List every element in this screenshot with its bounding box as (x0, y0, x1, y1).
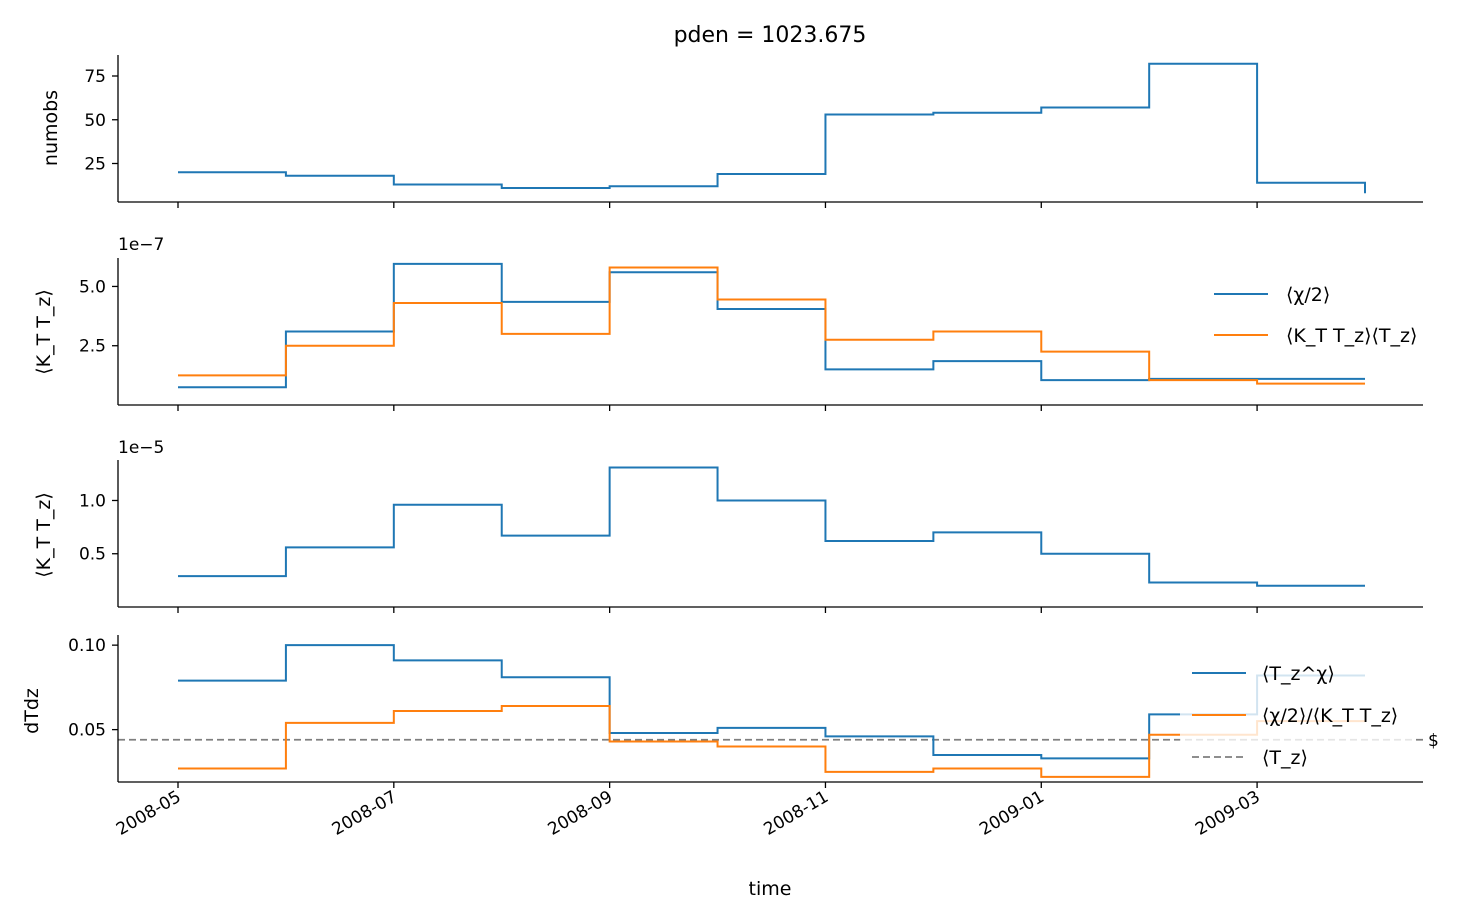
panel-2-series-0 (178, 262, 1365, 389)
x-axis-label: time (749, 878, 792, 900)
panel-3-ytick-label-1: 1.0 (79, 491, 106, 511)
panel-2-yticks: 2.5 5.0 (79, 277, 118, 357)
legend-label-chi-half: ⟨χ/2⟩ (1286, 284, 1330, 306)
panel-ktz-product: 2.5 5.0 1e−7 ⟨K_T T_z⟩ ⟨χ/2⟩ ⟨K_T T_z⟩⟨T_… (33, 235, 1423, 411)
edge-label: $ (1428, 731, 1439, 751)
figure-title: pden = 1023.675 (674, 23, 867, 48)
x-tick-label-0: 2008-05 (113, 787, 185, 840)
panel-2-scale-label: 1e−7 (118, 235, 164, 255)
panel-4-ylabel: dTdz (21, 688, 43, 734)
x-tick-label-4: 2009-01 (976, 787, 1048, 840)
panel-4-yticks: 0.05 0.10 (68, 636, 118, 741)
panel-4-ytick-label-0: 0.05 (68, 721, 106, 741)
panel-ktz: 0.5 1.0 1e−5 ⟨K_T T_z⟩ (33, 438, 1423, 613)
panel-3-ytick-label-0: 0.5 (79, 545, 106, 565)
panel-2-legend: ⟨χ/2⟩ ⟨K_T T_z⟩⟨T_z⟩ (1214, 284, 1417, 347)
legend-label-tz: ⟨T_z⟩ (1262, 747, 1308, 769)
panel-1-series-0 (178, 62, 1366, 194)
panel-3-series-0 (178, 466, 1365, 587)
panel-4-legend: ⟨T_z^χ⟩ ⟨χ/2⟩/⟨K_T T_z⟩ ⟨T_z⟩ (1192, 663, 1398, 769)
panel-1-ytick-label-1: 50 (84, 111, 106, 131)
panel-4-series-1 (178, 704, 1365, 778)
x-tick-label-2: 2008-09 (545, 787, 617, 840)
panel-2-ytick-label-0: 2.5 (79, 337, 106, 357)
panel-3-yticks: 0.5 1.0 (79, 491, 118, 565)
legend-label-ktz-tz: ⟨K_T T_z⟩⟨T_z⟩ (1286, 325, 1417, 347)
panel-3-xticks (177, 607, 1258, 613)
panel-3-scale-label: 1e−5 (118, 438, 164, 458)
x-tick-label-1: 2008-07 (329, 787, 401, 840)
panel-4-ytick-label-1: 0.10 (68, 636, 106, 656)
panel-4-legend-box (1180, 650, 1412, 776)
panel-2-ylabel: ⟨K_T T_z⟩ (33, 289, 55, 375)
panel-2-xticks (177, 405, 1258, 411)
panel-2-series-1 (178, 266, 1365, 385)
panel-1-xticks (177, 202, 1258, 208)
x-tick-label-3: 2008-11 (760, 787, 832, 840)
legend-label-chi-over-ktz: ⟨χ/2⟩/⟨K_T T_z⟩ (1262, 705, 1398, 727)
panel-1-ytick-label-0: 25 (84, 155, 106, 175)
x-tick-label-5: 2009-03 (1192, 787, 1264, 840)
panel-dtdz: 0.05 0.10 dTdz ⟨T_z^χ⟩ ⟨χ/2⟩/⟨K_T T_z⟩ ⟨T… (21, 635, 1439, 788)
x-tick-labels: 2008-05 2008-07 2008-09 2008-11 2009-01 2009-… (113, 787, 1264, 840)
panel-numobs: 25 50 75 numobs (40, 55, 1423, 208)
panel-4-xticks (177, 782, 1258, 788)
panel-2-ytick-label-1: 5.0 (79, 277, 106, 297)
legend-label-tz-chi: ⟨T_z^χ⟩ (1262, 663, 1335, 685)
panel-1-ytick-label-2: 75 (84, 67, 106, 87)
panel-1-yticks: 25 50 75 (84, 67, 118, 175)
panel-1-ylabel: numobs (40, 90, 62, 166)
panel-3-ylabel: ⟨K_T T_z⟩ (33, 492, 55, 578)
